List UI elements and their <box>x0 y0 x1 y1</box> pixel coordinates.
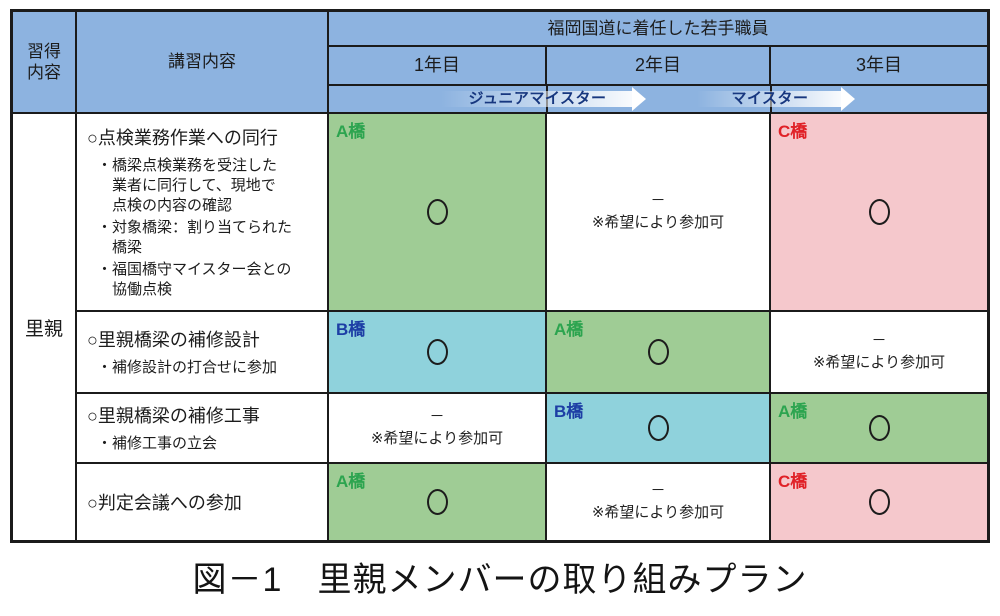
activity-cell: ○判定会議への参加 <box>76 463 328 541</box>
meister-label: マイスター <box>731 90 809 107</box>
bridge-label: B橋 <box>336 320 366 339</box>
plan-cell-year3: C橋 <box>770 113 988 311</box>
activity-title: ○里親橋梁の補修工事 <box>87 405 260 426</box>
header-cell-staff-group: 福岡国道に着任した若手職員 <box>328 11 988 46</box>
activity-cell: ○里親橋梁の補修工事 ・補修工事の立会 <box>76 393 328 463</box>
plan-cell-year1: A橋 <box>328 463 546 541</box>
dash-mark: － <box>650 192 666 210</box>
dash-mark: － <box>650 482 666 500</box>
participation-circle-icon <box>868 199 890 225</box>
group-label-satooya: 里親 <box>12 113 76 541</box>
junior-meister-arrow: ジュニアマイスター <box>441 87 646 111</box>
header-cell-year-3: 3年目 <box>770 46 988 85</box>
optional-note: ※希望により参加可 <box>591 504 725 521</box>
participation-circle-icon <box>647 339 669 365</box>
bridge-label: A橋 <box>778 402 808 421</box>
training-plan-table: 習得 内容 講習内容 福岡国道に着任した若手職員 1年目 2年目 3年目 ジュニ… <box>10 9 990 543</box>
participation-circle-icon <box>426 339 448 365</box>
activity-bullets: ・補修工事の立会 <box>87 432 321 454</box>
plan-cell-year2: B橋 <box>546 393 770 463</box>
activity-bullets: ・補修設計の打合せに参加 <box>87 356 321 378</box>
plan-cell-year3: C橋 <box>770 463 988 541</box>
activity-bullets: ・橋梁点検業務を受注した 業者に同行して、現地で 点検の内容の確認 ・対象橋梁：… <box>87 154 321 301</box>
activity-title: ○里親橋梁の補修設計 <box>87 329 260 350</box>
optional-note: ※希望により参加可 <box>812 354 946 371</box>
dash-mark: － <box>429 408 445 426</box>
activity-title: ○判定会議への参加 <box>87 493 242 513</box>
plan-cell-year2: － ※希望により参加可 <box>546 113 770 311</box>
plan-cell-year2: － ※希望により参加可 <box>546 463 770 541</box>
bridge-label: A橋 <box>336 122 366 141</box>
bullet-item: ・対象橋梁：割り当てられた 橋梁 <box>97 218 293 257</box>
bridge-label: A橋 <box>554 320 584 339</box>
arrow-right-icon <box>632 87 646 111</box>
bullet-item: ・補修設計の打合せに参加 <box>97 358 278 376</box>
bridge-label: C橋 <box>778 122 808 141</box>
participation-circle-icon <box>647 415 669 441</box>
bridge-label: C橋 <box>778 472 808 491</box>
plan-cell-year1: － ※希望により参加可 <box>328 393 546 463</box>
plan-cell-year1: A橋 <box>328 113 546 311</box>
meister-progression-strip: ジュニアマイスター マイスター <box>328 85 988 113</box>
participation-circle-icon <box>426 199 448 225</box>
bullet-item: ・橋梁点検業務を受注した 業者に同行して、現地で 点検の内容の確認 <box>97 156 278 214</box>
arrow-right-icon <box>841 87 855 111</box>
bullet-item: ・補修工事の立会 <box>97 434 218 452</box>
plan-cell-year3: A橋 <box>770 393 988 463</box>
activity-title: ○点検業務作業への同行 <box>87 127 278 148</box>
bridge-label: B橋 <box>554 402 584 421</box>
optional-note: ※希望により参加可 <box>591 214 725 231</box>
participation-circle-icon <box>868 415 890 441</box>
arrow-band <box>697 91 842 107</box>
plan-cell-year1: B橋 <box>328 311 546 393</box>
arrow-band <box>441 91 633 107</box>
plan-cell-year3: － ※希望により参加可 <box>770 311 988 393</box>
header-cell-year-2: 2年目 <box>546 46 770 85</box>
plan-cell-year2: A橋 <box>546 311 770 393</box>
bullet-item: ・福国橋守マイスター会との 協働点検 <box>97 261 292 299</box>
meister-arrow: マイスター <box>697 87 855 111</box>
figure-caption: 図－1 里親メンバーの取り組みプラン <box>192 561 808 599</box>
header-cell-year-1: 1年目 <box>328 46 546 85</box>
activity-cell: ○点検業務作業への同行 ・橋梁点検業務を受注した 業者に同行して、現地で 点検の… <box>76 113 328 311</box>
bridge-label: A橋 <box>336 472 366 491</box>
dash-mark: － <box>871 332 887 350</box>
participation-circle-icon <box>868 489 890 515</box>
optional-note: ※希望により参加可 <box>370 430 504 447</box>
header-cell-acquire: 習得 内容 <box>12 11 76 113</box>
activity-cell: ○里親橋梁の補修設計 ・補修設計の打合せに参加 <box>76 311 328 393</box>
participation-circle-icon <box>426 489 448 515</box>
header-cell-training: 講習内容 <box>76 11 328 113</box>
junior-meister-label: ジュニアマイスター <box>468 90 607 107</box>
